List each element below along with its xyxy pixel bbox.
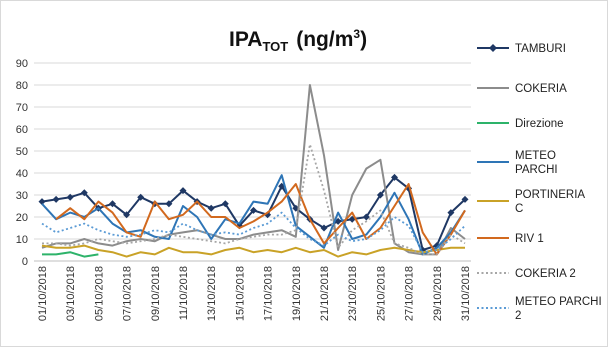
chart-title: IPATOT (ng/m3)	[229, 27, 367, 54]
data-point-tamburi	[66, 193, 74, 201]
y-tick-label: 90	[16, 58, 28, 70]
x-tick-label: 29/10/2018	[432, 266, 444, 321]
data-point-tamburi	[447, 209, 455, 217]
series-line-riv-1	[55, 183, 466, 256]
x-tick-label: 11/10/2018	[178, 266, 190, 320]
y-axis: 0 10 20 30 40 50 60 70 80 90	[16, 58, 28, 268]
data-point-tamburi	[362, 213, 370, 221]
legend-label-cokeria: COKERIA	[515, 83, 567, 95]
y-tick-label: 30	[16, 190, 28, 202]
series-line-meteo-parchi	[41, 174, 466, 256]
data-point-tamburi	[250, 206, 257, 214]
data-point-tamburi	[391, 173, 398, 181]
legend-label-riv-1: RIV 1	[515, 233, 544, 245]
x-tick-label: 23/10/2018	[347, 266, 359, 321]
data-point-tamburi	[179, 187, 187, 195]
data-point-tamburi	[38, 198, 46, 206]
x-tick-label: 21/10/2018	[319, 266, 331, 321]
legend-label-direzione: Direzione	[515, 118, 564, 130]
series-line-cokeria	[41, 84, 466, 256]
series-line-meteo-parchi-2	[41, 211, 466, 254]
y-tick-label: 80	[16, 80, 28, 92]
legend-label-tamburi: TAMBURI	[515, 43, 566, 55]
x-tick-label: 19/10/2018	[291, 266, 303, 321]
data-point-tamburi	[80, 189, 88, 197]
data-point-tamburi	[461, 195, 469, 203]
x-tick-label: 05/10/2018	[93, 266, 105, 321]
series-line-portineria-c	[41, 244, 465, 258]
legend-label-portineria-c: PORTINERIA C	[515, 189, 585, 215]
x-tick-label: 03/10/2018	[65, 266, 77, 321]
y-tick-label: 70	[16, 102, 28, 114]
y-tick-label: 50	[16, 146, 28, 158]
y-tick-label: 0	[22, 256, 28, 268]
data-point-tamburi	[165, 200, 173, 208]
y-tick-label: 60	[16, 124, 28, 136]
series-line-direzione	[42, 251, 99, 258]
y-tick-label: 20	[16, 212, 28, 224]
chart-legend: TAMBURI COKERIA Direzione METEO PARCHI PORTIN…	[477, 43, 602, 322]
x-tick-label: 13/10/2018	[206, 266, 218, 321]
data-point-tamburi	[123, 211, 131, 219]
chart-title-text: IPATOT (ng/m3)	[229, 27, 367, 54]
y-tick-label: 40	[16, 168, 28, 180]
legend-label-cokeria-2: COKERIA 2	[515, 268, 576, 280]
legend-label-meteo-parchi-2: METEO PARCHI 2	[515, 296, 602, 322]
legend-label-meteo-parchi: METEO PARCHI	[515, 150, 558, 176]
x-tick-label: 31/10/2018	[460, 266, 472, 321]
data-point-tamburi	[137, 193, 145, 201]
data-point-tamburi	[109, 200, 116, 208]
x-tick-label: 09/10/2018	[150, 266, 162, 321]
data-point-tamburi	[52, 195, 60, 203]
x-axis: 01/10/2018 03/10/2018 05/10/2018 07/10/2018…	[37, 266, 472, 321]
legend-marker-tamburi	[489, 44, 497, 52]
data-point-tamburi	[376, 191, 384, 199]
y-tick-label: 10	[16, 234, 28, 246]
data-point-tamburi	[221, 200, 229, 208]
data-point-tamburi	[320, 224, 328, 232]
series-line-cokeria-2	[42, 143, 466, 256]
chart-series	[38, 84, 469, 258]
x-tick-label: 25/10/2018	[375, 266, 387, 321]
data-point-tamburi	[207, 204, 215, 212]
x-tick-label: 27/10/2018	[404, 266, 416, 321]
x-tick-label: 17/10/2018	[263, 266, 275, 321]
x-tick-label: 15/10/2018	[234, 266, 246, 321]
x-tick-label: 07/10/2018	[122, 266, 134, 321]
x-tick-label: 01/10/2018	[37, 266, 49, 321]
